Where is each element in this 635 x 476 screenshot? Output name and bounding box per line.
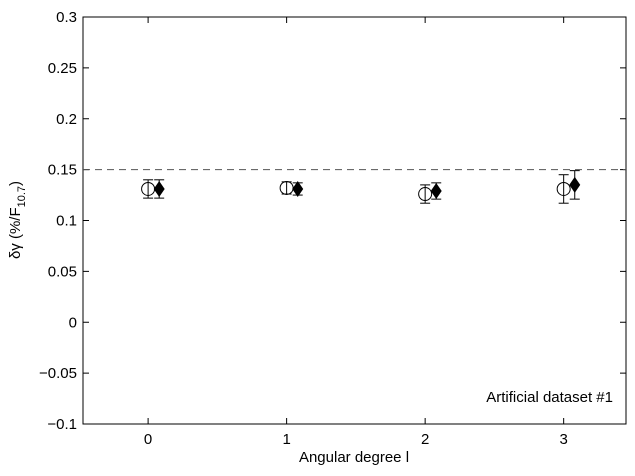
x-tick-label: 0 bbox=[144, 431, 152, 448]
y-tick-label: 0.05 bbox=[48, 263, 77, 280]
y-tick-label: 0.15 bbox=[48, 162, 77, 179]
y-axis-label: δγ (%/F10.7) bbox=[7, 181, 28, 259]
y-tick-label: −0.1 bbox=[47, 416, 77, 433]
point bbox=[153, 180, 165, 197]
point bbox=[430, 182, 442, 199]
point bbox=[556, 181, 571, 196]
x-tick-label: 3 bbox=[559, 431, 567, 448]
y-tick-label: 0.3 bbox=[56, 9, 77, 26]
annotation: Artificial dataset #1 bbox=[486, 389, 613, 406]
y-tick-label: −0.05 bbox=[39, 365, 77, 382]
y-tick-label: 0.25 bbox=[48, 60, 77, 77]
point bbox=[569, 176, 581, 193]
y-label-sub: 10.7 bbox=[16, 186, 28, 207]
y-tick-label: 0.1 bbox=[56, 213, 77, 230]
y-tick-label: 0.2 bbox=[56, 111, 77, 128]
error-bar bbox=[558, 174, 569, 204]
y-tick-label: 0 bbox=[69, 314, 77, 331]
x-tick-label: 2 bbox=[421, 431, 429, 448]
point bbox=[418, 187, 433, 202]
x-tick-label: 1 bbox=[282, 431, 290, 448]
x-axis-label: Angular degree l bbox=[299, 449, 409, 466]
y-label-end: ) bbox=[7, 181, 24, 186]
y-label-text: δγ (%/F bbox=[7, 207, 24, 259]
point bbox=[292, 180, 304, 197]
